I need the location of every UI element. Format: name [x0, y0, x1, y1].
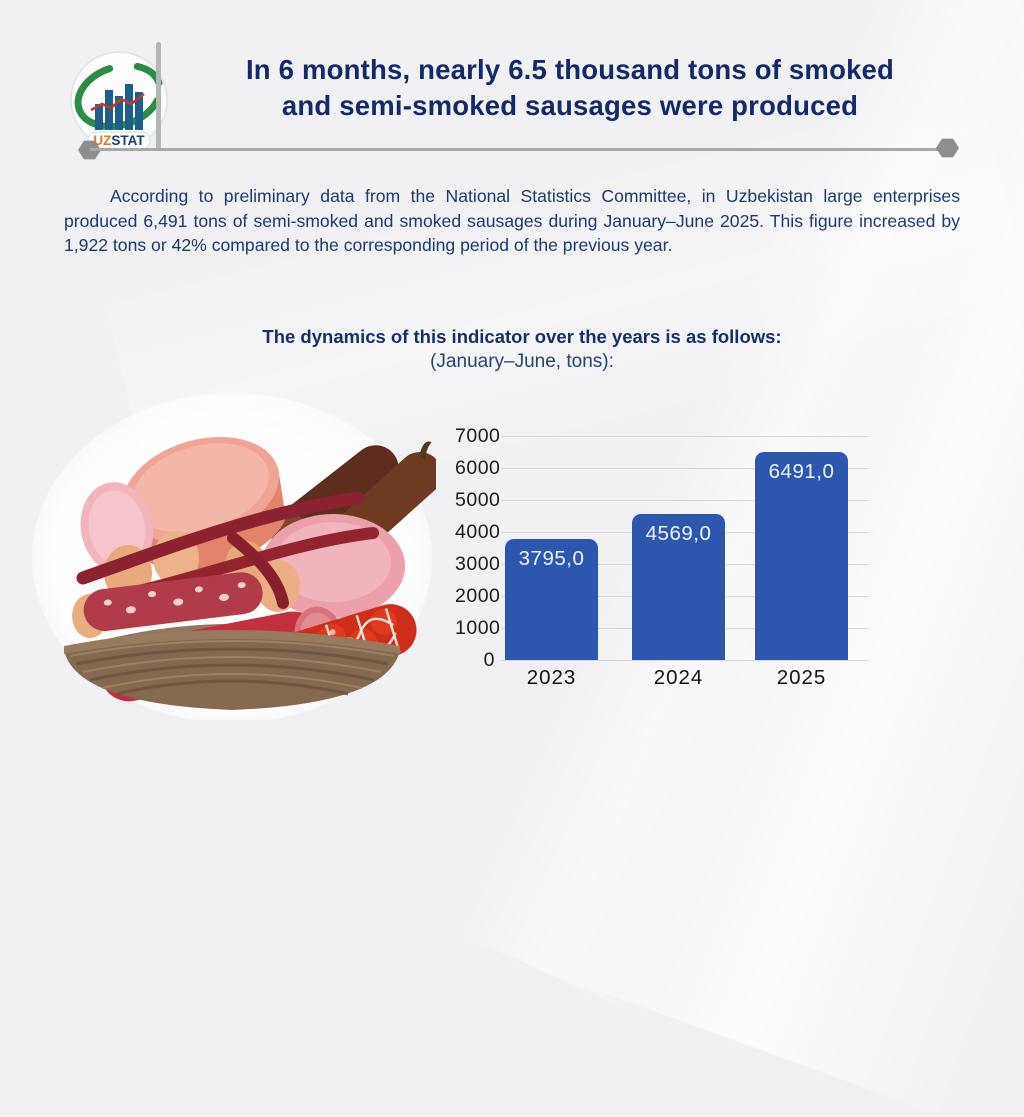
y-tick-label: 5000	[455, 489, 501, 511]
bar-2023: 3795,0	[505, 538, 598, 660]
y-tick-label: 1000	[455, 617, 501, 639]
logo-text-uz: UZ	[93, 133, 111, 148]
bar-2025: 6491,0	[755, 452, 848, 660]
divider-right-dot	[936, 138, 959, 158]
x-tick-label: 2024	[653, 666, 704, 689]
y-tick-label: 2000	[455, 585, 501, 607]
y-tick-label: 0	[483, 649, 495, 671]
chart-subtitle-main: The dynamics of this indicator over the …	[262, 326, 782, 347]
bar-value-label: 4569,0	[645, 521, 712, 545]
chart-subtitle-note: (January–June, tons):	[430, 351, 614, 372]
svg-text:UZSTAT: UZSTAT	[93, 133, 145, 148]
gridline	[501, 435, 869, 437]
x-tick-label: 2023	[526, 666, 577, 689]
gridline	[501, 659, 869, 661]
uzstat-logo: UZSTAT	[64, 46, 174, 158]
divider-line	[90, 148, 946, 151]
divider-left-dot	[78, 140, 101, 160]
bar-value-label: 6491,0	[768, 460, 835, 484]
x-tick-label: 2025	[776, 666, 827, 689]
logo-bar-chart	[95, 84, 143, 130]
bar-2024: 4569,0	[632, 513, 725, 660]
y-tick-label: 6000	[455, 457, 501, 479]
page-title-line1: In 6 months, nearly 6.5 thousand tons of…	[245, 54, 895, 85]
lead-paragraph: According to preliminary data from the N…	[64, 186, 960, 256]
logo-text-stat: STAT	[111, 133, 145, 148]
y-axis: 0 1000 2000 3000 4000 5000 6000 7000	[455, 425, 501, 671]
logo-trend-line	[90, 92, 145, 112]
bar-value-label: 3795,0	[518, 546, 585, 570]
gridline	[501, 499, 869, 501]
page-title-line2: and semi-smoked sausages were produced	[281, 90, 859, 121]
page-title: In 6 months, nearly 6.5 thousand tons of…	[176, 52, 964, 124]
y-tick-label: 7000	[455, 425, 501, 447]
y-tick-label: 3000	[455, 553, 501, 575]
title-accent-bar	[156, 42, 161, 150]
bar-plot: 3795,0 2023 4569,0 2024 6491,0 2025	[501, 435, 869, 689]
y-tick-label: 4000	[455, 521, 501, 543]
sausage-basket-image	[28, 388, 442, 723]
chart-subtitle: The dynamics of this indicator over the …	[52, 325, 992, 374]
gridline	[501, 467, 869, 469]
uzstat-logo-icon: UZSTAT	[70, 51, 168, 150]
bar-chart: 0 1000 2000 3000 4000 5000 6000 7000 3795,0 2023…	[455, 420, 895, 705]
